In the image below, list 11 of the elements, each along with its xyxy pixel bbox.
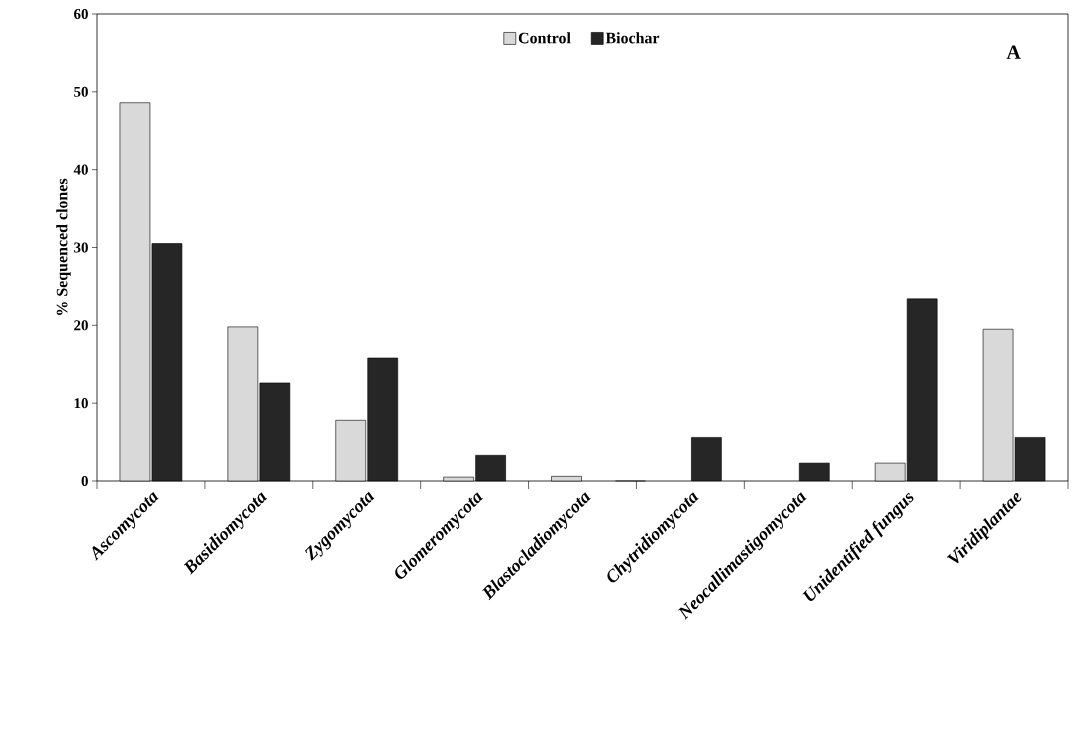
legend-label: Biochar: [605, 32, 660, 44]
y-tick-label: 10: [74, 398, 88, 409]
y-tick-label: 40: [73, 164, 88, 175]
y-tick-label: 30: [74, 242, 88, 253]
y-axis-title: % Sequenced clones: [56, 178, 71, 315]
legend-label: Control: [518, 32, 571, 44]
y-tick-label: 20: [74, 320, 88, 331]
y-tick-label: 60: [74, 8, 88, 20]
y-tick-label: 50: [74, 86, 88, 97]
y-tick-label: 0: [81, 475, 88, 487]
annotation: A: [1006, 45, 1021, 59]
